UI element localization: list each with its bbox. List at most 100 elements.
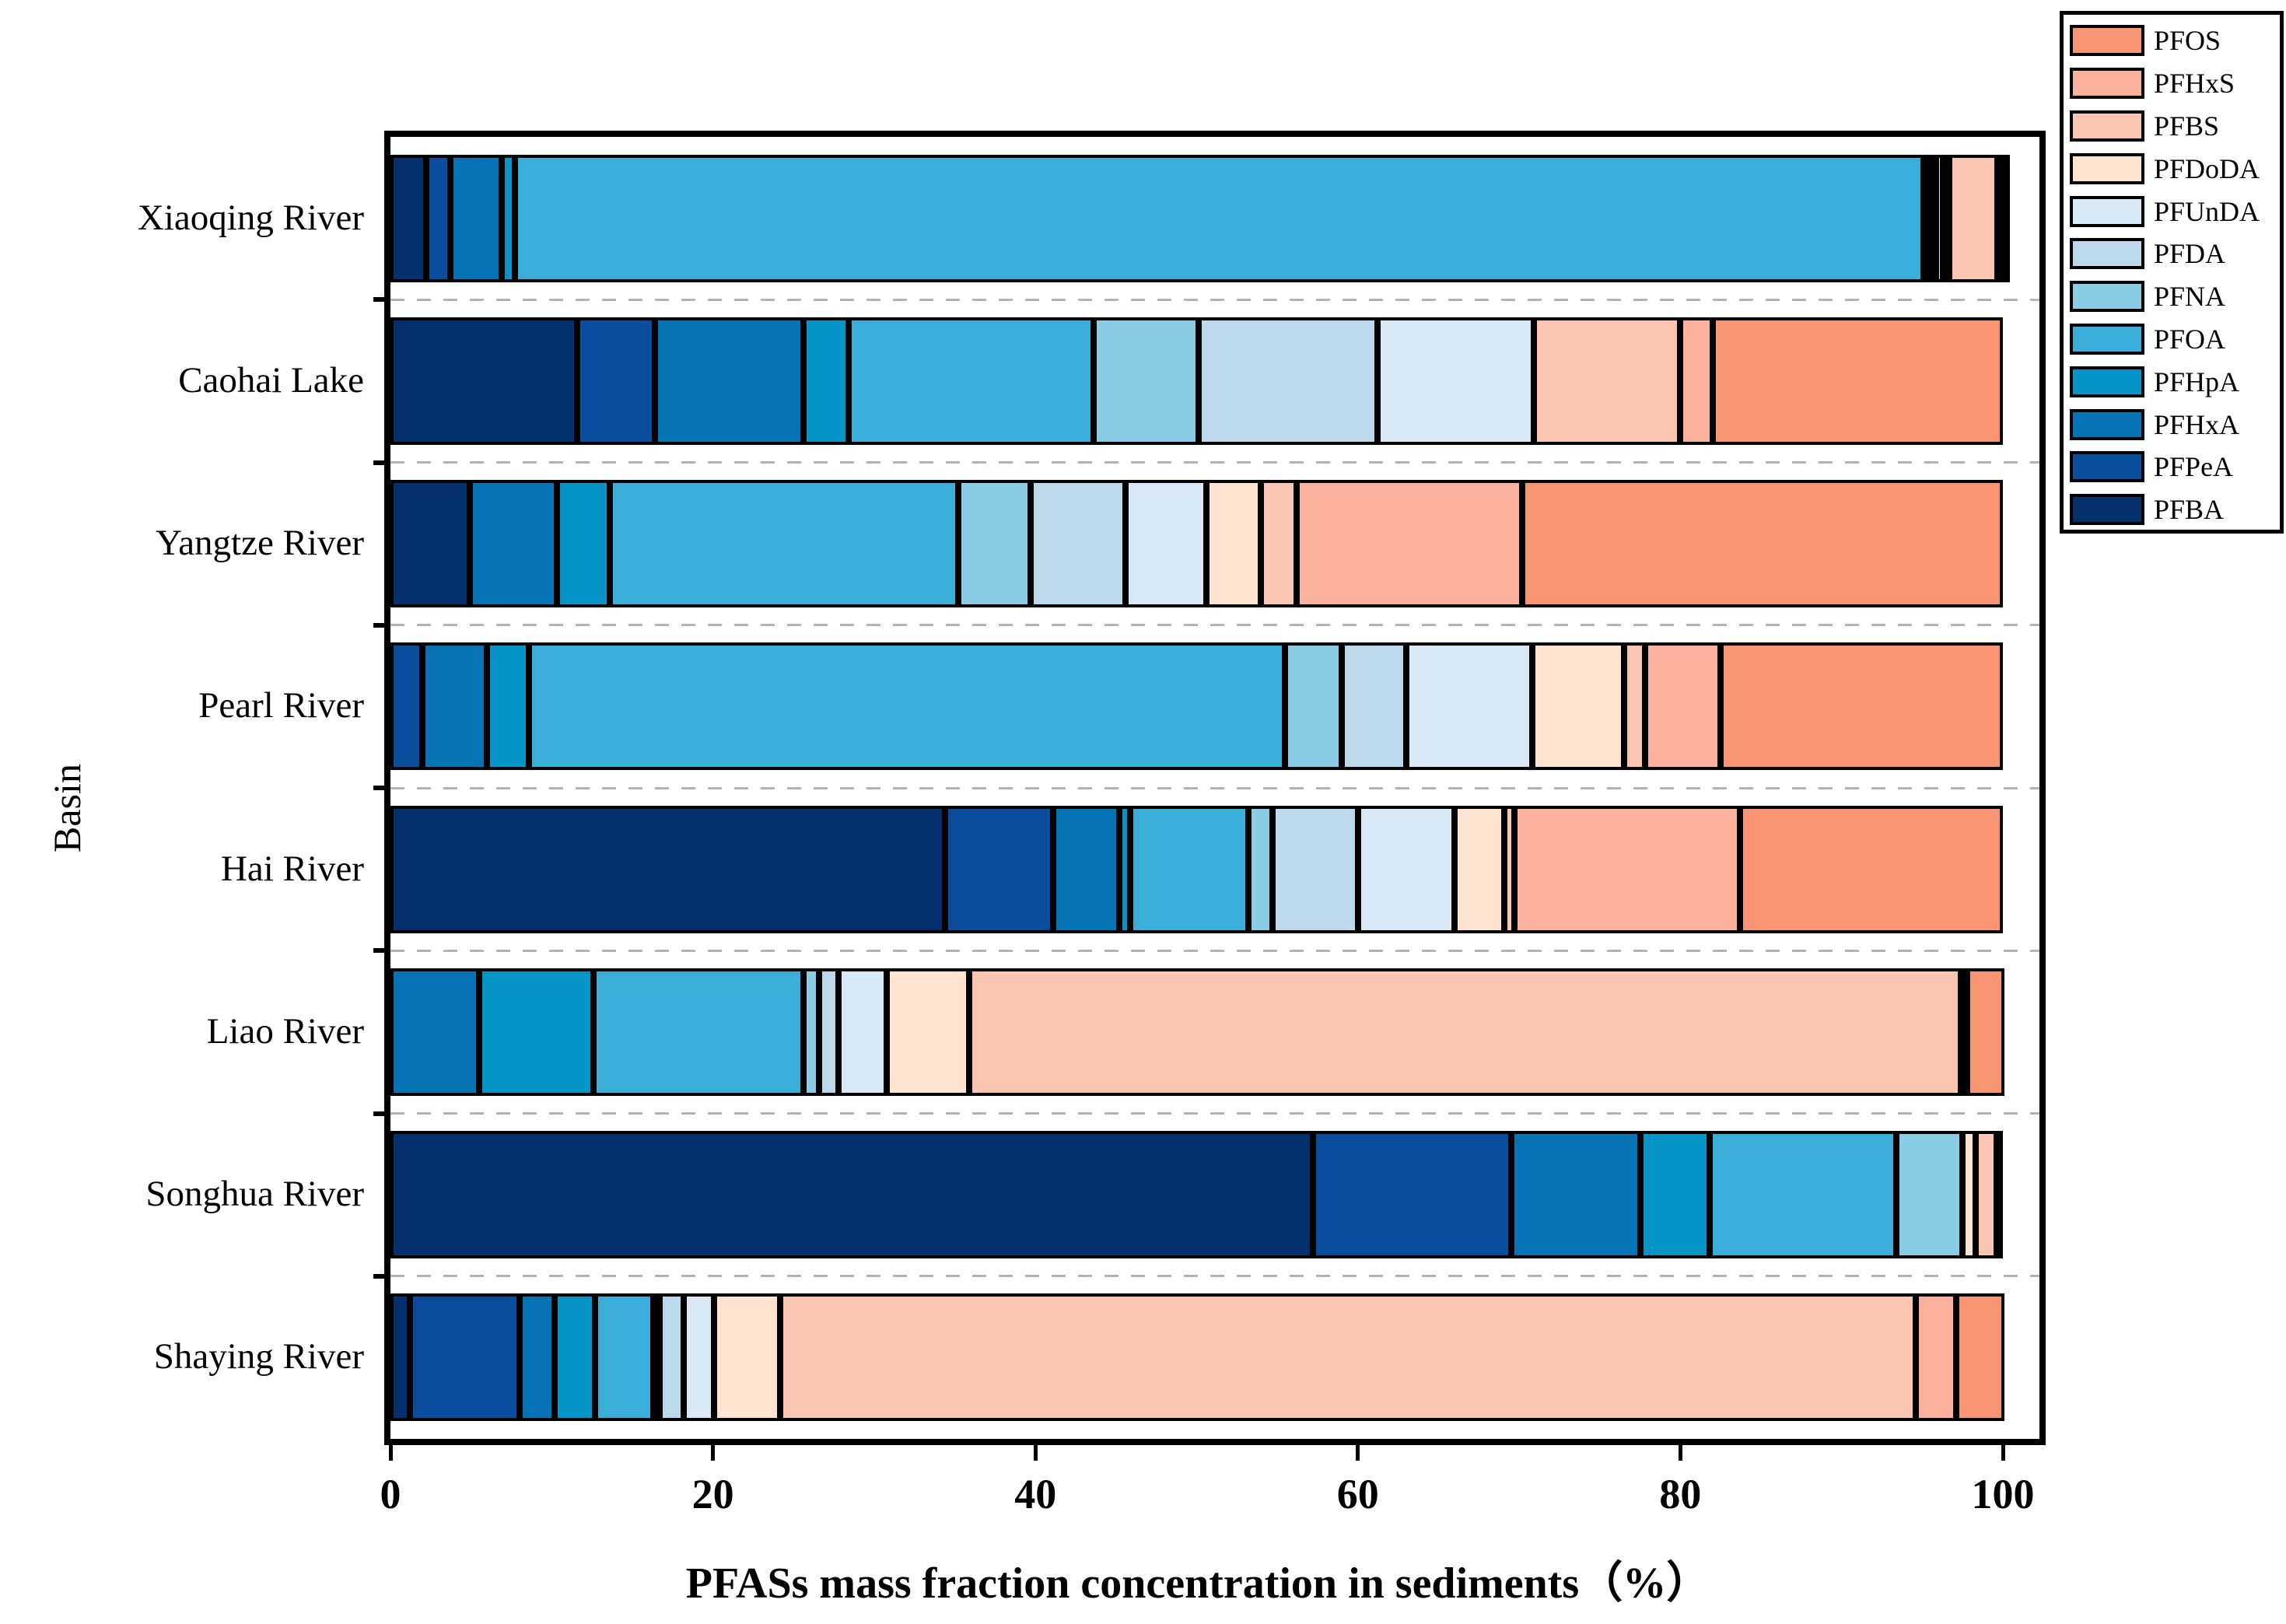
bar-segment-pfoa (593, 968, 803, 1096)
row-separator-dashed-line (390, 298, 2039, 301)
x-axis-tick (2001, 1445, 2005, 1461)
bar-segment-pfda (1030, 480, 1126, 608)
legend-swatch-pfda (2070, 238, 2144, 270)
bar-segment-pfhpa (479, 968, 594, 1096)
bar-segment-pfba (390, 1131, 1313, 1259)
bar-segment-pfpea (577, 317, 655, 445)
bar-segment-pfhxa (469, 480, 557, 608)
bar-segment-pfunda (1936, 154, 1943, 282)
legend-label: PFHpA (2154, 366, 2240, 397)
bar-segment-pfda (659, 1293, 684, 1422)
legend-item-pfunda: PFUnDA (2070, 190, 2280, 233)
bar-segment-pfpea (425, 154, 450, 282)
bar-segment-pfdoda (1532, 642, 1624, 771)
legend-label: PFHxS (2154, 68, 2235, 100)
bar-segment-pfhpa (556, 480, 610, 608)
bar-segment-pfba (390, 317, 578, 445)
bar-segment-pfoa (514, 154, 1924, 282)
bar-segment-pfbs (780, 1293, 1916, 1422)
legend-box: PFOS PFHxS PFBS PFDoDA PFUnDA PFDA PFNA PFOA PFH… (2060, 11, 2284, 534)
bar-segment-pfdoda (714, 1293, 781, 1422)
bar-segment-pfna (1248, 805, 1273, 933)
legend-label: PFHxA (2154, 408, 2240, 440)
bar-segment-pfba (390, 805, 946, 933)
bar-segment-pfunda (1377, 317, 1534, 445)
bar-segment-pfhpa (555, 1293, 596, 1422)
stacked-bar-liao-river (390, 968, 2004, 1096)
bar-segment-pfna (957, 480, 1031, 608)
bar-segment-pfos (1955, 1293, 2004, 1422)
x-axis-tick-label: 20 (691, 1471, 734, 1517)
legend-swatch-pfpea (2070, 451, 2144, 483)
legend-swatch-pfbs (2070, 110, 2144, 142)
bar-segment-pfpea (945, 805, 1053, 933)
legend-item-pfda: PFDA (2070, 233, 2280, 275)
bar-segment-pfda (1342, 642, 1406, 771)
row-separator-dashed-line (390, 949, 2039, 952)
bar-segment-pfos (1721, 642, 2003, 771)
category-label: Shaying River (153, 1336, 364, 1377)
bar-segment-pfos (1522, 480, 2003, 608)
bar-segment-pfda (1930, 154, 1937, 282)
legend-label: PFPeA (2154, 451, 2234, 483)
x-axis-tick (711, 1445, 716, 1461)
category-label: Songhua River (145, 1174, 364, 1215)
legend-swatch-pfoa (2070, 323, 2144, 355)
category-label: Caohai Lake (178, 359, 364, 401)
legend-item-pfhpa: PFHpA (2070, 360, 2280, 403)
legend-label: PFBA (2154, 494, 2225, 526)
bar-segment-pfhpa (803, 317, 849, 445)
stacked-bar-hai-river (390, 805, 2003, 933)
bar-segment-pfunda (1406, 642, 1532, 771)
bar-segment-pfoa (1130, 805, 1248, 933)
stacked-bar-songhua-river (390, 1131, 2003, 1259)
bar-segment-pfdoda (887, 968, 970, 1096)
bar-segment-pfhpa (1640, 1131, 1710, 1259)
y-axis-tick (373, 1273, 386, 1279)
bar-segment-pfos (2004, 154, 2011, 282)
y-axis-tick (373, 786, 386, 790)
bar-segment-pfna (653, 1293, 660, 1422)
bar-segment-pfunda (1125, 480, 1206, 608)
bar-segment-pfos (1740, 805, 2003, 933)
row-separator-dashed-line (390, 461, 2039, 464)
bar-segment-pfhxs (1997, 154, 2004, 282)
bar-segment-pfhxs (1915, 1293, 1956, 1422)
category-label: Pearl River (198, 685, 364, 726)
bar-segment-pfhxs (1644, 642, 1721, 771)
x-axis-title: PFASs mass fraction concentration in sed… (685, 1559, 1710, 1608)
legend-swatch-pfunda (2070, 195, 2144, 227)
bar-segment-pfdoda (1455, 805, 1505, 933)
plot-area (384, 131, 2046, 1445)
legend-swatch-pfos (2070, 25, 2144, 57)
bar-segment-pfna (1896, 1131, 1963, 1259)
legend-label: PFUnDA (2154, 195, 2260, 227)
legend-item-pfba: PFBA (2070, 488, 2280, 531)
x-axis-tick-label: 60 (1336, 1471, 1379, 1517)
stacked-bar-yangtze-river (390, 480, 2003, 608)
bar-segment-pfhxa (1053, 805, 1119, 933)
x-axis-tick (1033, 1445, 1038, 1461)
bar-segment-pfna (1093, 317, 1199, 445)
legend-swatch-pfhxs (2070, 68, 2144, 100)
category-label: Xiaoqing River (137, 197, 364, 238)
bar-segment-pfba (390, 480, 470, 608)
bar-segment-pfunda (683, 1293, 715, 1422)
legend-swatch-pfna (2070, 281, 2144, 313)
bar-segment-pfbs (1504, 805, 1514, 933)
bar-segment-pfhxa (519, 1293, 555, 1422)
legend-swatch-pfhpa (2070, 366, 2144, 397)
legend-label: PFDoDA (2154, 152, 2260, 184)
bar-segment-pfpea (390, 642, 423, 771)
legend-item-pfhxa: PFHxA (2070, 403, 2280, 446)
bar-segment-pfos (1996, 1131, 2003, 1259)
row-separator-dashed-line (390, 1112, 2039, 1115)
legend-item-pfna: PFNA (2070, 275, 2280, 318)
bar-segment-pfbs (1948, 154, 1998, 282)
bar-segment-pfhxs (1680, 317, 1713, 445)
category-label: Hai River (220, 848, 364, 889)
legend-item-pfhxs: PFHxS (2070, 62, 2280, 105)
bar-segment-pfos (1967, 968, 2004, 1096)
bar-segment-pfunda (838, 968, 887, 1096)
